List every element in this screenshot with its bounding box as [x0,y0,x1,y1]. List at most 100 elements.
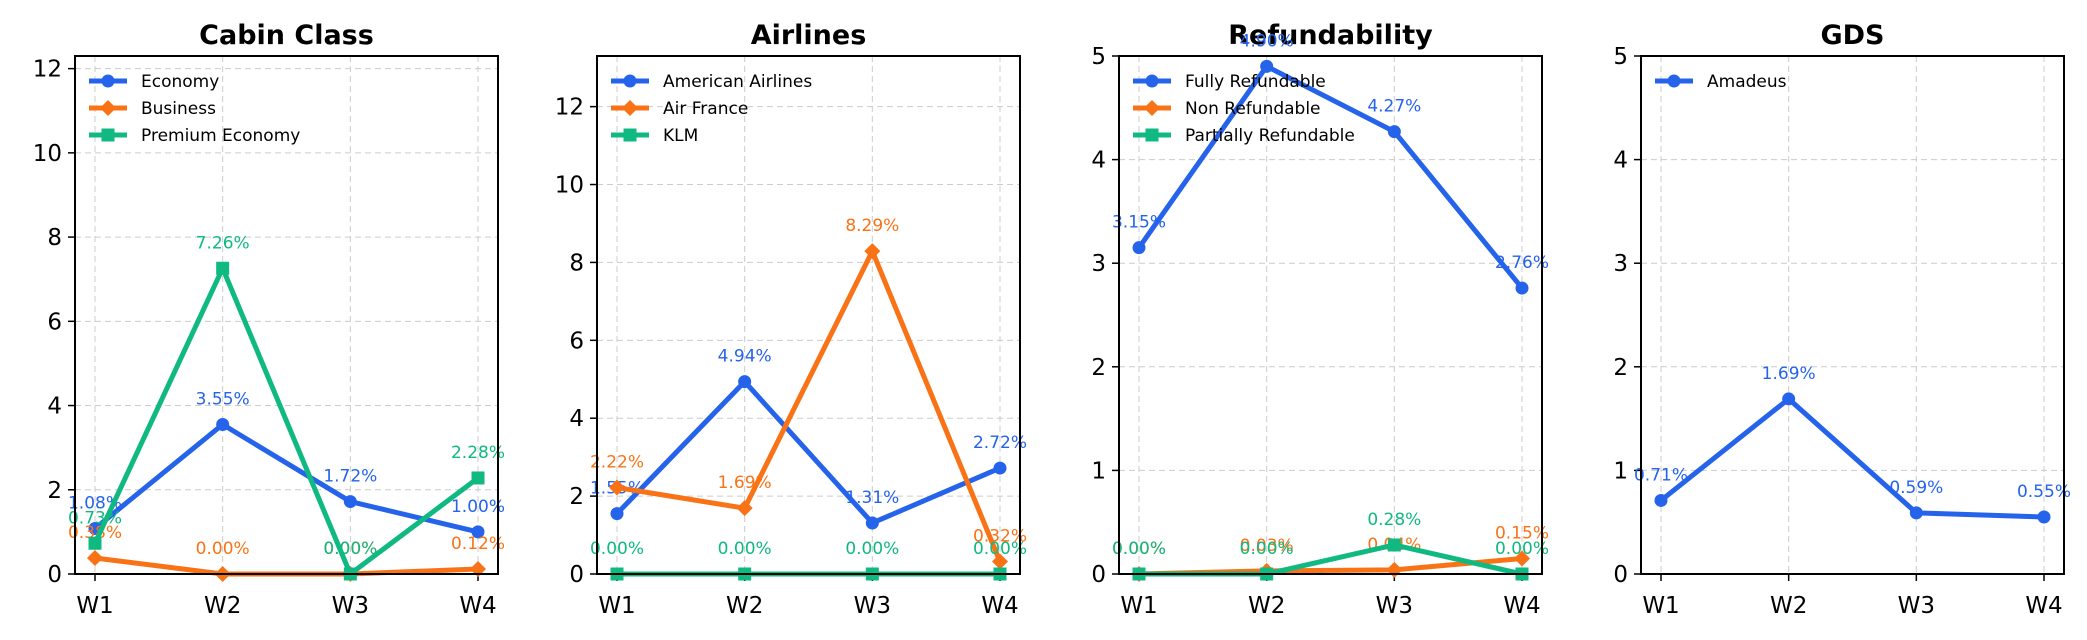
data-label: 1.00% [451,497,505,517]
legend-marker [1144,100,1160,116]
data-label: 1.69% [1762,364,1816,384]
data-label: 0.00% [973,539,1027,559]
data-label: 0.00% [718,539,772,559]
legend-label: KLM [663,126,698,146]
data-label: 3.55% [196,389,250,409]
chart-panel-refundability: 0 1 2 3 4 5 W1 W2 W3 W4 Refundability 3.15% 4.90% 4.2… [1091,20,1549,619]
x-tick-label: W2 [1248,593,1285,619]
data-point [216,261,230,275]
legend-marker [622,100,638,116]
legend-marker [101,74,115,88]
legend-label: Premium Economy [141,126,300,146]
data-point [470,560,486,577]
data-point [992,553,1008,570]
y-tick-label: 4 [1091,148,1106,174]
data-label: 0.32% [973,527,1027,547]
legend-marker [1145,128,1159,142]
legend-marker [1667,74,1681,88]
data-point [1387,538,1401,552]
data-point [1654,493,1668,507]
data-label: 1.69% [718,473,772,493]
data-label: 0.73% [68,508,122,528]
legend-label: Amadeus [1707,72,1787,92]
chart-title: GDS [1820,20,1884,51]
y-tick-label: 0 [569,562,584,588]
x-tick-label: W2 [1770,593,1807,619]
data-label: 0.71% [1634,465,1688,485]
series-line [1658,396,2047,520]
series-line [614,379,1003,526]
data-label: 3.15% [1112,213,1166,233]
legend-marker [101,128,115,142]
legend-marker [100,100,116,116]
data-label: 0.28% [1367,510,1421,530]
data-label: 0.15% [1495,523,1549,543]
legend-label: Fully Refundable [1185,72,1326,92]
data-label: 0.03% [1240,536,1294,556]
legend-label: American Airlines [663,72,812,92]
legend-label: Air France [663,99,748,119]
x-tick-label: W4 [981,593,1018,619]
y-tick-label: 0 [47,562,62,588]
legend-label: Economy [141,72,219,92]
data-point [1514,550,1530,567]
data-point [993,461,1007,475]
x-tick-label: W4 [1503,593,1540,619]
data-label: 0.00% [196,539,250,559]
axes-frame [74,55,499,575]
data-label: 0.59% [1889,478,1943,498]
data-point [471,525,485,539]
y-tick-label: 1 [1091,458,1106,484]
x-tick-label: W1 [598,593,635,619]
data-point [2037,510,2051,524]
data-point [216,417,230,431]
y-tick-label: 3 [1091,251,1106,277]
legend-marker [1145,74,1159,88]
legend-label: Non Refundable [1185,99,1321,119]
data-label: 0.00% [845,539,899,559]
y-tick-label: 10 [33,141,62,167]
data-label: 4.27% [1367,97,1421,117]
data-point [1132,241,1146,255]
data-label: 4.94% [718,347,772,367]
data-label: 0.12% [451,534,505,554]
chart-title: Refundability [1228,20,1433,51]
y-tick-label: 4 [1613,148,1628,174]
y-tick-label: 6 [569,328,584,354]
data-point [1387,125,1401,139]
y-tick-label: 8 [569,250,584,276]
data-point [610,507,624,521]
data-point [88,536,102,550]
series-line [92,555,481,577]
series-line [614,248,1003,565]
data-label: 1.31% [845,488,899,508]
chart-title: Airlines [751,20,867,51]
data-point [343,495,357,509]
data-point [1260,59,1274,73]
data-label: 2.76% [1495,253,1549,273]
data-label: 0.00% [1495,539,1549,559]
data-label: 4.90% [1240,31,1294,51]
legend-marker [623,74,637,88]
y-tick-label: 5 [1613,44,1628,70]
data-point [1782,392,1796,406]
x-tick-label: W4 [459,593,496,619]
data-label: 8.29% [845,216,899,236]
data-label: 0.00% [1240,539,1294,559]
data-point [1515,281,1529,295]
y-tick-label: 2 [569,484,584,510]
data-point [471,471,485,485]
y-tick-label: 4 [47,394,62,420]
x-tick-label: W3 [854,593,891,619]
x-tick-label: W3 [1898,593,1935,619]
data-label: 2.22% [590,453,644,473]
data-point [865,516,879,530]
series-line [92,421,481,535]
y-tick-label: 2 [1091,355,1106,381]
x-tick-label: W3 [1376,593,1413,619]
x-tick-label: W2 [726,593,763,619]
legend-label: Partially Refundable [1185,126,1355,146]
y-tick-label: 1 [1613,458,1628,484]
